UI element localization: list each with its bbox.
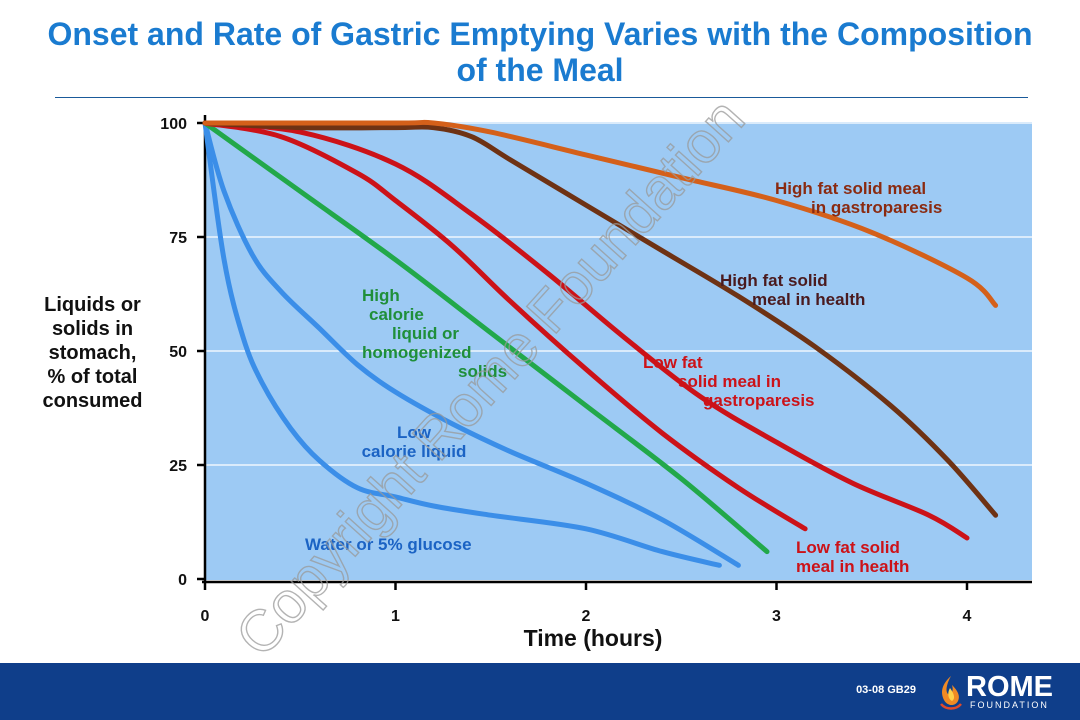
- series-label-low-fat-solid-meal-in-health: Low fat solid meal in health: [796, 538, 909, 576]
- x-axis-label: Time (hours): [524, 625, 663, 651]
- series-label-line: calorie: [369, 305, 424, 324]
- x-tick-label: 0: [201, 608, 210, 625]
- series-line-low-fat-solid-meal-in-health: [202, 120, 808, 532]
- series-label-line: Water or 5% glucose: [305, 535, 472, 554]
- series-label-high-fat-solid-meal-in-health: High fat solid meal in health: [720, 271, 865, 309]
- slide-title: Onset and Rate of Gastric Emptying Varie…: [47, 16, 1033, 88]
- y-axis-label-line: consumed: [42, 390, 143, 412]
- y-axis-label-line: stomach,: [48, 342, 137, 364]
- series-label-line: High: [362, 286, 400, 305]
- series-label-line: Low fat: [643, 353, 703, 372]
- series-label-line: meal in health: [796, 557, 909, 576]
- series-label-high-calorie-liquid-or-homogenized-solids: High calorie liquid or homogenized solids: [362, 286, 507, 381]
- slide-code: 03-08 GB29: [856, 684, 916, 696]
- series-line-high-fat-solid-meal-in-gastroparesis: [202, 119, 999, 308]
- series-label-line: solid meal in: [678, 372, 781, 391]
- y-axis-label-line: % of total: [47, 366, 138, 388]
- y-tick-label: 0: [178, 572, 187, 589]
- series-label-line: homogenized: [362, 343, 472, 362]
- series-line-high-calorie-liquid-or-homogenized-solids: [202, 120, 770, 555]
- series-lines: [202, 119, 999, 568]
- series-line-water-or-5-glucose: [202, 120, 722, 568]
- rome-foundation-logo: ROME FOUNDATION: [938, 671, 1058, 713]
- axis-ticks: 0 25 50 75 100 0 1 2 3 4: [160, 116, 971, 625]
- series-label-water-or-5-glucose: Water or 5% glucose: [305, 535, 472, 554]
- y-axis-label: Liquids or solids in stomach, % of total…: [20, 293, 165, 413]
- series-label-low-calorie-liquid: Low calorie liquid: [362, 423, 467, 461]
- series-label-line: High fat solid meal: [775, 179, 926, 198]
- series-label-line: Low fat solid: [796, 538, 900, 557]
- series-label-line: in gastroparesis: [811, 198, 942, 217]
- title-divider: [55, 97, 1028, 98]
- series-label-line: gastroparesis: [703, 391, 815, 410]
- series-label-low-fat-solid-meal-in-gastroparesis: Low fat solid meal in gastroparesis: [643, 353, 815, 410]
- y-tick-label: 100: [160, 116, 187, 133]
- y-tick-label: 75: [169, 230, 187, 247]
- footer-bar: 03-08 GB29 ROME FOUNDATION: [0, 663, 1080, 720]
- series-label-high-fat-solid-meal-in-gastroparesis: High fat solid meal in gastroparesis: [775, 179, 942, 217]
- series-label-line: solids: [458, 362, 507, 381]
- series-label-line: Low: [397, 423, 432, 442]
- flame-icon: [940, 676, 962, 710]
- x-tick-label: 1: [391, 608, 400, 625]
- series-line-high-fat-solid-meal-in-health: [202, 120, 999, 518]
- series-label-line: calorie liquid: [362, 442, 467, 461]
- series-line-low-calorie-liquid: [202, 120, 741, 568]
- logo-name: ROME: [966, 671, 1053, 703]
- x-tick-label: 3: [772, 608, 781, 625]
- y-tick-label: 50: [169, 344, 187, 361]
- x-tick-label: 4: [963, 608, 972, 625]
- series-labels: Water or 5% glucose Low calorie liquid High…: [305, 179, 942, 576]
- series-label-line: High fat solid: [720, 271, 828, 290]
- logo-subtitle: FOUNDATION: [970, 700, 1049, 710]
- series-line-low-fat-solid-meal-in-gastroparesis: [202, 120, 970, 541]
- y-axis-label-line: solids in: [51, 318, 134, 340]
- axes: [202, 115, 1032, 584]
- x-tick-label: 2: [582, 608, 591, 625]
- series-label-line: liquid or: [392, 324, 459, 343]
- y-axis-label-line: Liquids or: [44, 294, 141, 316]
- y-tick-label: 25: [169, 458, 187, 475]
- series-label-line: meal in health: [752, 290, 865, 309]
